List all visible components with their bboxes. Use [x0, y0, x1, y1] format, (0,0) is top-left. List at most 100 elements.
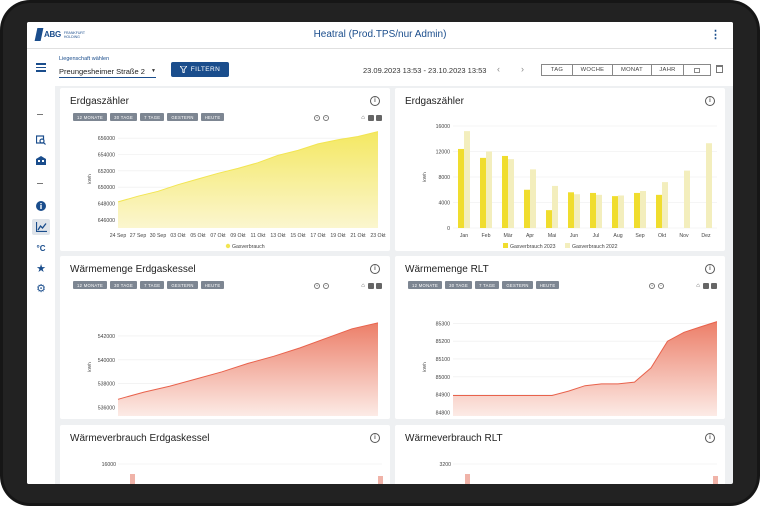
settings-icon[interactable]: ⚙ — [36, 282, 46, 295]
y-tick-label: 538000 — [98, 382, 115, 388]
zoom-in-icon[interactable]: + — [314, 283, 320, 289]
logo-text: ABG — [44, 30, 61, 39]
bar — [524, 189, 530, 228]
x-tick-label: Nov — [679, 233, 689, 239]
period-woche-button[interactable]: WOCHE — [572, 64, 613, 76]
y-tick-label: 3200 — [439, 462, 451, 468]
hamburger-menu-icon[interactable] — [36, 63, 46, 72]
chip-today[interactable]: HEUTE — [200, 113, 225, 121]
download-icon[interactable] — [376, 283, 382, 289]
period-jahr-button[interactable]: JAHR — [651, 64, 684, 76]
prev-period-icon[interactable]: ‹ — [497, 64, 500, 74]
chip-yesterday[interactable]: GESTERN — [502, 281, 533, 289]
x-tick-label: Aug — [613, 233, 622, 239]
x-tick-label: Jun — [570, 233, 578, 239]
zoom-out-icon[interactable]: − — [658, 283, 664, 289]
legend-marker — [565, 243, 570, 248]
app-header: ABG FRANKFURT HOLDING Heatral (Prod.TPS/… — [27, 22, 733, 49]
chip-today[interactable]: HEUTE — [200, 281, 225, 289]
next-period-icon[interactable]: › — [521, 64, 524, 74]
zoom-controls: + − — [314, 115, 329, 121]
chip-30-days[interactable]: 30 TAGE — [445, 281, 473, 289]
y-tick-label: 652000 — [98, 169, 115, 175]
chip-yesterday[interactable]: GESTERN — [167, 281, 198, 289]
download-icon[interactable] — [376, 115, 382, 121]
x-tick-label: 24 Sep — [110, 233, 127, 239]
series-line — [117, 322, 379, 400]
star-icon[interactable]: ★ — [36, 262, 46, 275]
more-menu-icon[interactable]: ⋮ — [710, 29, 721, 41]
chip-12-months[interactable]: 12 MONATE — [73, 113, 108, 121]
x-tick-label: Dez — [701, 233, 711, 239]
info-icon[interactable]: i — [705, 433, 715, 443]
range-chips: 12 MONATE 30 TAGE 7 TAGE GESTERN HEUTE — [73, 281, 225, 289]
export-icon[interactable] — [703, 283, 709, 289]
calendar-icon[interactable] — [716, 65, 723, 73]
home-icon[interactable]: ⌂ — [361, 115, 365, 121]
app-screen: ABG FRANKFURT HOLDING Heatral (Prod.TPS/… — [27, 22, 733, 484]
chip-7-days[interactable]: 7 TAGE — [140, 281, 165, 289]
card-title: Wärmemenge RLT — [405, 264, 489, 275]
chart-gas-meter: 646000 648000 650000 652000 654000 656000 kWh 2… — [87, 131, 386, 250]
bar — [458, 148, 464, 228]
chart-tools: ⌂ — [360, 283, 382, 289]
period-tag-button[interactable]: TAG — [541, 64, 573, 76]
info-icon[interactable]: i — [705, 96, 715, 106]
toolbar: Liegenschaft wählen Preungesheimer Straß… — [27, 49, 733, 86]
x-tick-label: 19 Okt — [330, 233, 346, 239]
export-icon[interactable] — [368, 283, 374, 289]
export-icon[interactable] — [368, 115, 374, 121]
info-icon[interactable]: i — [370, 433, 380, 443]
card-title: Erdgaszähler — [70, 96, 129, 107]
card-title: Wärmemenge Erdgaskessel — [70, 264, 196, 275]
x-tick-label: 17 Okt — [310, 233, 326, 239]
info-icon[interactable]: i — [705, 264, 715, 274]
y-axis-label: kWh — [422, 362, 428, 372]
building-icon[interactable] — [32, 152, 50, 168]
period-monat-button[interactable]: MONAT — [612, 64, 652, 76]
info-icon[interactable] — [32, 198, 50, 214]
bar — [618, 195, 624, 228]
zoom-out-icon[interactable]: − — [323, 283, 329, 289]
chip-today[interactable]: HEUTE — [535, 281, 560, 289]
bar — [596, 194, 602, 228]
x-tick-label: 21 Okt — [350, 233, 366, 239]
chip-7-days[interactable]: 7 TAGE — [140, 113, 165, 121]
info-icon[interactable]: i — [370, 96, 380, 106]
chart-tools: ⌂ — [695, 283, 717, 289]
home-icon[interactable]: ⌂ — [696, 283, 700, 289]
home-icon[interactable]: ⌂ — [361, 283, 365, 289]
zoom-in-icon[interactable]: + — [649, 283, 655, 289]
bar — [130, 474, 135, 484]
custom-period-button[interactable] — [683, 64, 711, 76]
temperature-icon[interactable]: °C — [36, 243, 46, 253]
zoom-out-icon[interactable]: − — [323, 115, 329, 121]
x-tick-label: Sep — [635, 233, 644, 239]
filter-icon — [179, 66, 187, 73]
filter-button[interactable]: FILTERN — [171, 62, 229, 77]
chart-heat-consumption-gas-boiler: 16000 — [102, 462, 383, 484]
x-tick-label: 13 Okt — [270, 233, 286, 239]
download-icon[interactable] — [711, 283, 717, 289]
chip-7-days[interactable]: 7 TAGE — [475, 281, 500, 289]
y-tick-label: 85000 — [436, 375, 451, 381]
y-tick-label: 540000 — [98, 358, 115, 364]
chip-12-months[interactable]: 12 MONATE — [408, 281, 443, 289]
map-search-icon[interactable] — [32, 132, 50, 148]
sidebar-separator — [37, 183, 43, 184]
chip-30-days[interactable]: 30 TAGE — [110, 281, 138, 289]
y-axis-label: kWh — [87, 174, 93, 184]
info-icon[interactable]: i — [370, 264, 380, 274]
chip-yesterday[interactable]: GESTERN — [167, 113, 198, 121]
card-title: Wärmeverbrauch Erdgaskessel — [70, 433, 210, 444]
chart-icon[interactable] — [32, 219, 50, 235]
series-area — [453, 321, 717, 416]
bar — [574, 194, 580, 228]
bar — [502, 155, 508, 228]
chip-12-months[interactable]: 12 MONATE — [73, 281, 108, 289]
property-select[interactable]: Preungesheimer Straße 2 ▼ — [59, 65, 156, 78]
chart-tools: ⌂ — [360, 115, 382, 121]
zoom-in-icon[interactable]: + — [314, 115, 320, 121]
bar — [713, 476, 718, 484]
chip-30-days[interactable]: 30 TAGE — [110, 113, 138, 121]
